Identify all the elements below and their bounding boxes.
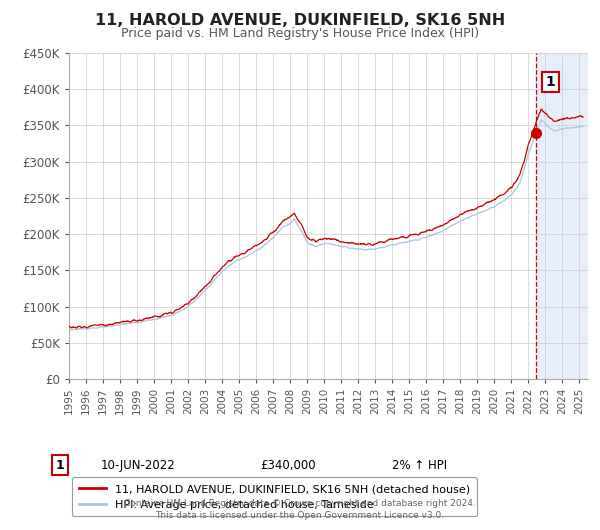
Bar	[536, 53, 588, 379]
Text: 1: 1	[56, 459, 64, 472]
Legend: 11, HAROLD AVENUE, DUKINFIELD, SK16 5NH (detached house), HPI: Average price, de: 11, HAROLD AVENUE, DUKINFIELD, SK16 5NH …	[72, 478, 477, 516]
Text: Contains HM Land Registry data © Crown copyright and database right 2024.: Contains HM Land Registry data © Crown c…	[124, 499, 476, 508]
Text: 10-JUN-2022: 10-JUN-2022	[101, 459, 175, 472]
Text: 11, HAROLD AVENUE, DUKINFIELD, SK16 5NH: 11, HAROLD AVENUE, DUKINFIELD, SK16 5NH	[95, 13, 505, 28]
Text: £340,000: £340,000	[260, 459, 316, 472]
Text: 2% ↑ HPI: 2% ↑ HPI	[392, 459, 448, 472]
Text: This data is licensed under the Open Government Licence v3.0.: This data is licensed under the Open Gov…	[155, 511, 445, 520]
Text: Price paid vs. HM Land Registry's House Price Index (HPI): Price paid vs. HM Land Registry's House …	[121, 26, 479, 40]
Text: 1: 1	[545, 75, 556, 89]
